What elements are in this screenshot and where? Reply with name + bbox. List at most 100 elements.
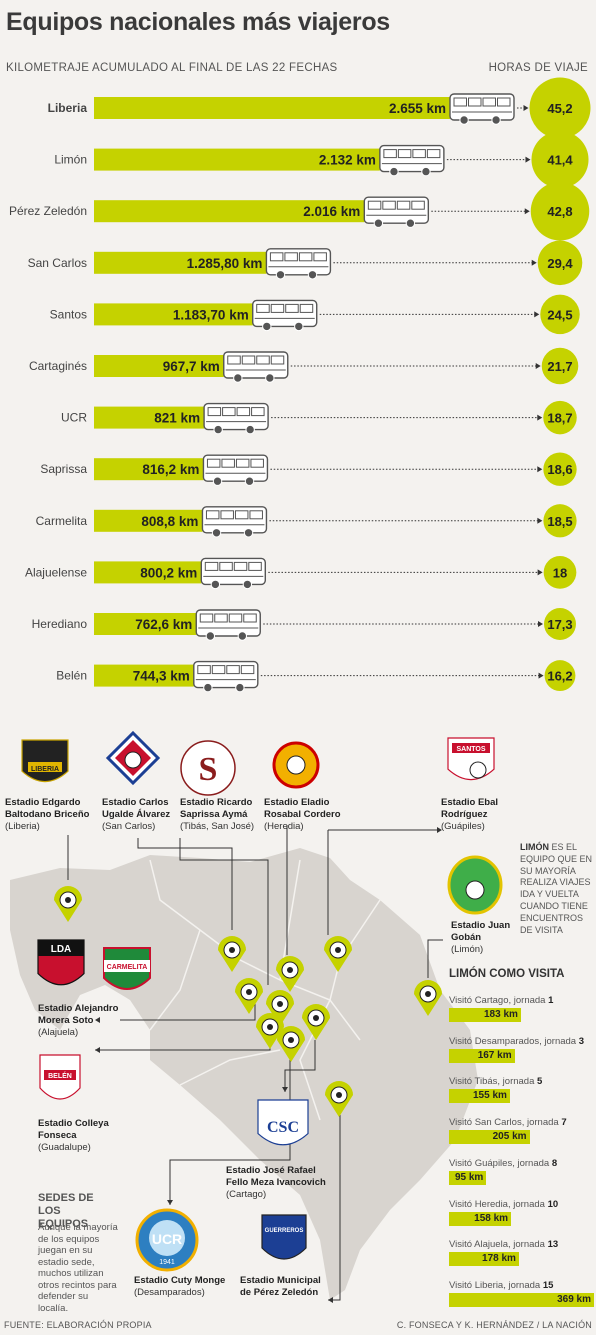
connector-line (120, 998, 256, 1021)
footer-source: FUENTE: ELABORACIÓN PROPIA (4, 1320, 152, 1330)
hours-label: 29,4 (547, 256, 573, 271)
value-label: 2.655 km (389, 101, 446, 116)
hours-circle (540, 294, 580, 335)
perez-zeledon-logo-text: GUERREROS (265, 1228, 304, 1234)
hours-circle (544, 660, 576, 692)
arrow-icon (538, 621, 544, 627)
connector-line (284, 1040, 316, 1092)
bus-icon (223, 351, 289, 383)
arrow-icon (328, 1297, 333, 1303)
category-label: Cartaginés (29, 359, 87, 373)
hours-label: 18,6 (547, 462, 572, 477)
value-label: 744,3 km (133, 669, 190, 684)
map-pin-icon (302, 1004, 330, 1040)
hours-circle (543, 452, 577, 486)
sedes-text: Aunque la mayoría de los equipos juegan … (38, 1222, 118, 1314)
map-pin-icon (256, 1013, 284, 1049)
bus-icon (363, 196, 430, 228)
belen-logo-text: BELÉN (48, 1071, 72, 1080)
chart-row: Alajuelense 800,2 km 18 (25, 556, 577, 590)
value-label: 1.285,80 km (187, 256, 263, 271)
province-border (179, 1049, 281, 1086)
hours-circle (530, 181, 590, 241)
category-label: San Carlos (28, 256, 87, 270)
page-title: Equipos nacionales más viajeros (6, 8, 390, 36)
stadium-guapiles: Estadio Ebal Rodríguez (Guápiles) (441, 797, 499, 832)
hours-circle (537, 240, 583, 286)
value-label: 808,8 km (141, 514, 198, 529)
visit-bar: 95 km (449, 1170, 487, 1185)
arrow-icon (282, 1087, 288, 1092)
map-pin-icon (325, 1081, 353, 1117)
chart-row: Belén 744,3 km 16,2 (56, 660, 576, 693)
visit-label: Visitó Liberia, jornada 15 (449, 1279, 554, 1291)
hours-label: 41,4 (547, 153, 573, 168)
stadium-cartago: Estadio José Rafael Fello Meza Ivancovic… (226, 1165, 326, 1200)
bus-icon (379, 144, 445, 177)
stadium-heredia: Estadio Eladio Rosabal Cordero (Heredia) (264, 797, 341, 832)
alajuelense-logo-text: LDA (51, 944, 72, 955)
bar (94, 148, 380, 171)
bus-icon (203, 402, 269, 435)
category-label: Pérez Zeledón (9, 204, 87, 218)
value-label: 1.183,70 km (173, 307, 249, 322)
ucr-logo-year: 1941 (159, 1259, 175, 1266)
bus-icon (201, 506, 268, 538)
bar (94, 303, 253, 326)
bar (94, 251, 267, 274)
chart-row: Saprissa 816,2 km 18,6 (40, 452, 577, 486)
map-pin-icon (324, 936, 352, 972)
category-label: Carmelita (36, 514, 88, 528)
stadium-limon: Estadio Juan Gobán (Limón) (451, 920, 511, 955)
hours-circle (531, 131, 589, 189)
hours-circle (543, 400, 577, 435)
value-label: 816,2 km (142, 462, 199, 477)
hours-label: 45,2 (547, 101, 572, 116)
stadium-san-carlos: Estadio Carlos Ugalde Álvarez (San Carlos… (102, 797, 171, 832)
visit-bar: 167 km (449, 1048, 515, 1063)
chart-subtitle: KILOMETRAJE ACUMULADO AL FINAL DE LAS 22… (6, 62, 338, 74)
category-label: Limón (54, 153, 87, 167)
bus-icon (193, 660, 259, 693)
liberia-logo (21, 739, 69, 783)
value-label: 821 km (154, 411, 200, 426)
hours-label: 21,7 (547, 359, 572, 374)
stadium-perez-zeledon: Estadio Municipal de Pérez Zeledón (240, 1275, 321, 1298)
connector-line (179, 838, 269, 985)
arrow-icon (535, 363, 541, 369)
connector-line (427, 939, 443, 978)
arrow-icon (95, 1047, 100, 1053)
hours-label: 18,7 (547, 411, 572, 426)
chart-row: UCR 821 km 18,7 (61, 400, 577, 435)
carmelita-logo-text: CARMELITA (107, 964, 148, 971)
bar (94, 509, 203, 532)
map-pin-icon (266, 990, 294, 1026)
stadium-saprissa: Estadio Ricardo Saprissa Aymá (Tibás, San… (180, 797, 255, 832)
arrow-icon (538, 672, 544, 679)
ucr-logo-text: UCR (152, 1231, 182, 1247)
visit-label: Visitó Tibás, jornada 5 (449, 1076, 543, 1088)
map-pin-icon (276, 956, 304, 992)
map-pin-icon (414, 980, 442, 1016)
arrow-icon (534, 311, 540, 318)
map-pin-icon (277, 1026, 305, 1062)
santos-logo-text: SANTOS (456, 746, 485, 753)
hours-label: 17,3 (547, 617, 572, 632)
chart-row: San Carlos 1.285,80 km 29,4 (28, 240, 583, 286)
visit-label: Visitó Heredia, jornada 10 (449, 1198, 559, 1210)
bus-icon (265, 248, 332, 280)
bar-chart: Liberia 2.655 km 45,2 Limón 2.132 km 41,4 Pére… (9, 77, 591, 693)
arrow-icon (95, 1017, 100, 1023)
visit-label: Visitó Guápiles, jornada 8 (449, 1157, 558, 1169)
hours-label: 18,5 (547, 514, 572, 529)
category-label: Belén (56, 669, 87, 683)
visit-label: Visitó Cartago, jornada 1 (449, 995, 554, 1006)
province-border (239, 959, 361, 1041)
visit-bar: 183 km (449, 1008, 521, 1022)
visit-label: Visitó San Carlos, jornada 7 (449, 1117, 567, 1129)
hours-label: 16,2 (547, 669, 572, 684)
bar (94, 613, 197, 635)
chart-row: Pérez Zeledón 2.016 km 42,8 (9, 181, 590, 241)
visit-bar: 158 km (449, 1211, 512, 1226)
